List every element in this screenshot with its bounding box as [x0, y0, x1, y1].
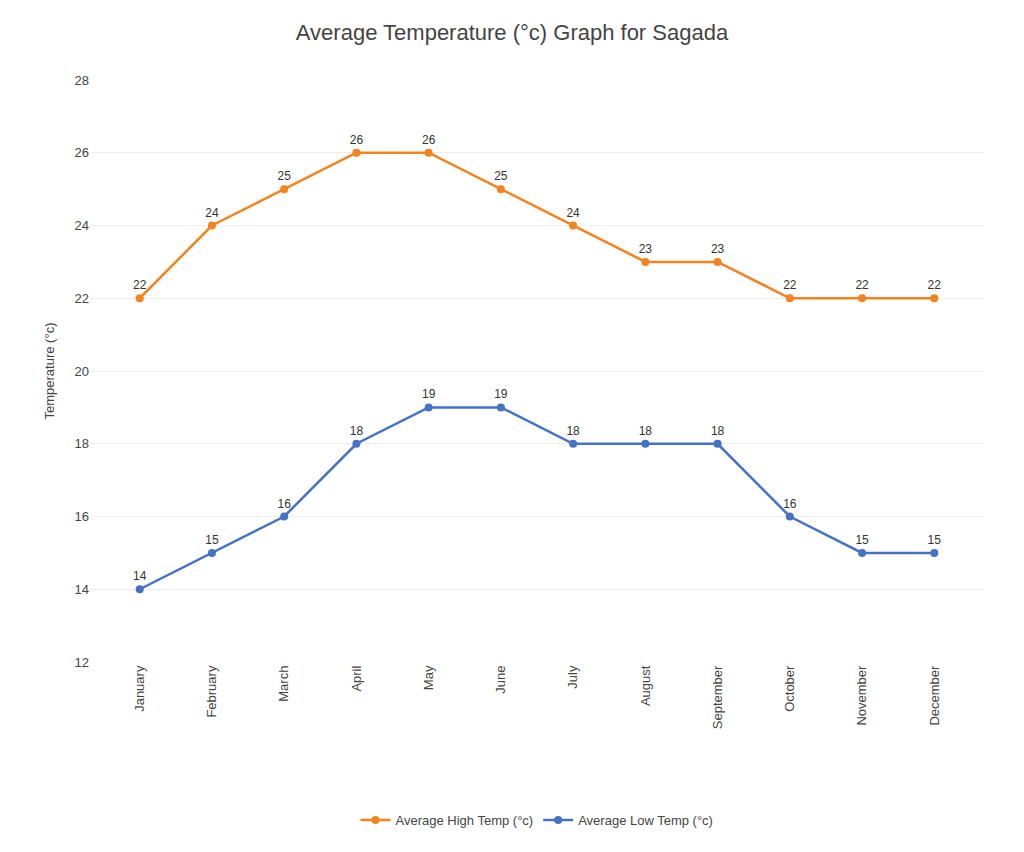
svg-text:Average Temperature (°c) Graph: Average Temperature (°c) Graph for Sagad…	[296, 20, 729, 45]
svg-text:22: 22	[133, 278, 147, 292]
svg-text:26: 26	[75, 145, 89, 160]
svg-text:16: 16	[75, 509, 89, 524]
svg-text:22: 22	[75, 291, 89, 306]
svg-text:14: 14	[133, 569, 147, 583]
svg-text:19: 19	[422, 387, 436, 401]
svg-text:16: 16	[277, 497, 291, 511]
svg-text:August: August	[638, 665, 653, 706]
svg-text:September: September	[710, 665, 725, 729]
svg-text:Average High Temp (°c): Average High Temp (°c)	[396, 813, 534, 828]
svg-text:July: July	[565, 665, 580, 689]
svg-text:15: 15	[855, 533, 869, 547]
svg-text:18: 18	[639, 424, 653, 438]
svg-text:14: 14	[75, 582, 89, 597]
svg-text:December: December	[927, 665, 942, 726]
svg-text:20: 20	[75, 364, 89, 379]
svg-text:March: March	[276, 666, 291, 702]
svg-text:24: 24	[205, 206, 219, 220]
svg-text:26: 26	[422, 133, 436, 147]
svg-text:16: 16	[783, 497, 797, 511]
svg-text:25: 25	[277, 169, 291, 183]
svg-text:18: 18	[350, 424, 364, 438]
svg-text:24: 24	[75, 218, 89, 233]
svg-text:22: 22	[928, 278, 942, 292]
svg-text:15: 15	[205, 533, 219, 547]
svg-text:January: January	[132, 665, 147, 712]
svg-text:February: February	[204, 665, 219, 718]
svg-text:28: 28	[75, 73, 89, 88]
svg-text:26: 26	[350, 133, 364, 147]
svg-text:19: 19	[494, 387, 508, 401]
svg-text:23: 23	[711, 242, 725, 256]
svg-text:22: 22	[783, 278, 797, 292]
svg-text:April: April	[349, 665, 364, 691]
svg-text:15: 15	[928, 533, 942, 547]
svg-text:18: 18	[75, 436, 89, 451]
svg-text:Temperature (°c): Temperature (°c)	[42, 323, 57, 420]
svg-text:24: 24	[566, 206, 580, 220]
svg-text:22: 22	[855, 278, 869, 292]
svg-text:12: 12	[75, 655, 89, 670]
svg-text:Average Low Temp (°c): Average Low Temp (°c)	[578, 813, 713, 828]
svg-text:23: 23	[639, 242, 653, 256]
svg-text:25: 25	[494, 169, 508, 183]
svg-text:October: October	[782, 665, 797, 712]
svg-text:June: June	[493, 666, 508, 694]
svg-text:May: May	[421, 665, 436, 690]
svg-text:November: November	[854, 665, 869, 726]
svg-text:18: 18	[711, 424, 725, 438]
svg-text:18: 18	[566, 424, 580, 438]
